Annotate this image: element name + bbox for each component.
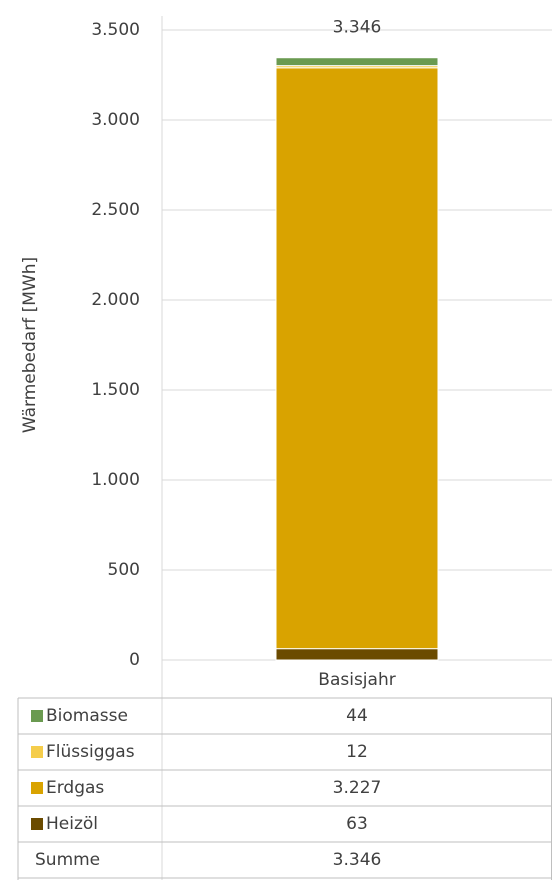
y-tick-label: 3.500 [91,20,140,40]
table-value: 3.227 [333,778,382,798]
y-tick-label: 1.500 [91,380,140,400]
legend-swatch [31,818,43,830]
y-axis-label: Wärmebedarf [MWh] [20,257,40,433]
legend-swatch [31,746,43,758]
row-label: Erdgas [46,778,104,798]
bar-segment [275,67,439,650]
table-value: 63 [346,814,368,834]
y-tick-label: 2.000 [91,290,140,310]
total-label: 3.346 [333,18,382,38]
row-label: Heizöl [46,814,98,834]
row-label: Summe [35,850,100,870]
legend-swatch [31,710,43,722]
table-value: 12 [346,742,368,762]
y-tick-label: 3.000 [91,110,140,130]
bar-segment [275,57,439,67]
table-value: 3.346 [333,850,382,870]
y-tick-label: 0 [129,650,140,670]
y-tick-label: 2.500 [91,200,140,220]
legend-swatch [31,782,43,794]
row-label: Biomasse [46,706,128,726]
y-tick-label: 1.000 [91,470,140,490]
table-value: 44 [346,706,368,726]
row-label: Flüssiggas [46,742,135,762]
y-tick-label: 500 [108,560,140,580]
bar-segment [275,648,439,661]
x-tick-label: Basisjahr [318,670,395,690]
